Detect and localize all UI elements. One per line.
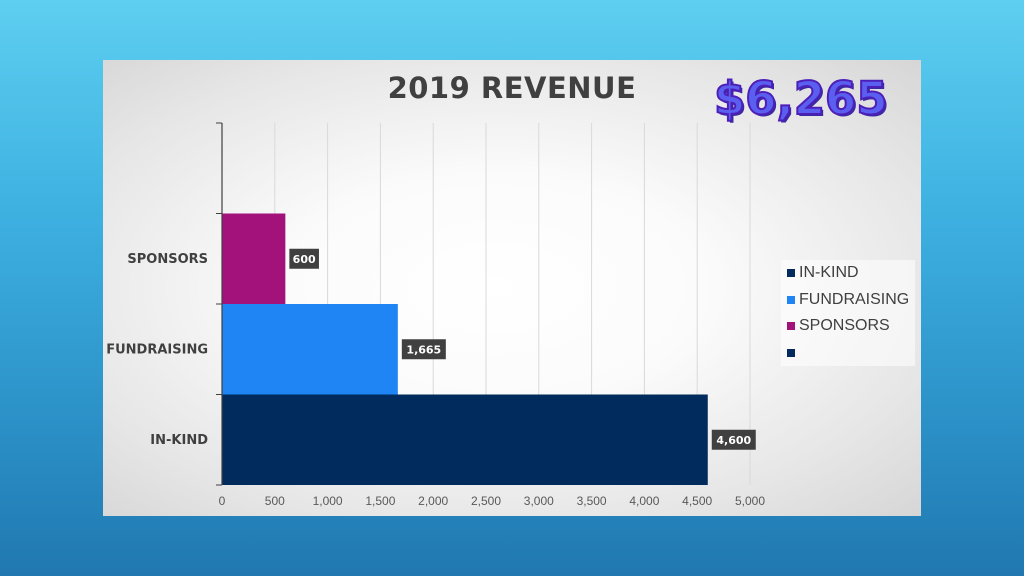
bar	[222, 213, 286, 304]
x-tick-label: 0	[219, 494, 226, 508]
legend-label: IN-KIND	[799, 264, 859, 281]
data-label-box	[711, 429, 756, 450]
x-tick-label: 5,000	[735, 494, 765, 508]
legend-swatch	[787, 295, 795, 304]
data-label-box	[289, 248, 319, 269]
axes	[216, 122, 223, 486]
legend-label: SPONSORS	[799, 317, 890, 334]
x-tick-label: 1,500	[365, 494, 395, 508]
x-tick-label: 3,000	[524, 494, 554, 508]
data-label-box	[401, 339, 446, 360]
category-label: IN-KIND	[150, 433, 208, 448]
data-label: 1,665	[406, 343, 441, 356]
x-tick-label: 1,000	[313, 494, 343, 508]
legend-label: FUNDRAISING	[799, 290, 910, 308]
x-tick-label: 2,000	[418, 494, 448, 508]
legend-item: FUNDRAISING	[787, 290, 909, 310]
category-label: SPONSORS	[127, 252, 208, 267]
bar	[222, 304, 398, 395]
legend: IN-KIND FUNDRAISING SPONSORS	[781, 260, 915, 366]
legend-item: SPONSORS	[787, 316, 890, 336]
x-tick-label: 3,500	[577, 494, 607, 508]
revenue-total: $6,265	[713, 71, 889, 126]
data-label: 600	[293, 253, 316, 266]
legend-item	[787, 343, 799, 363]
chart-title: 2019 REVENUE	[387, 71, 637, 105]
category-label: FUNDRAISING	[106, 342, 208, 357]
bars	[222, 213, 708, 485]
legend-swatch	[787, 269, 795, 277]
bar	[222, 394, 708, 485]
x-tick-label: 4,500	[682, 494, 712, 508]
x-tick-label: 500	[265, 494, 285, 508]
x-tick-label: 2,500	[471, 494, 501, 508]
legend-item: IN-KIND	[787, 263, 859, 283]
x-tick-label: 4,000	[629, 494, 659, 508]
legend-swatch	[787, 322, 795, 330]
data-label: 4,600	[716, 434, 751, 447]
labels: 0 500 1,000 1,500 2,000 2,500 3,000 3,500 4,000 4…	[106, 248, 765, 508]
legend-swatch	[787, 348, 795, 357]
